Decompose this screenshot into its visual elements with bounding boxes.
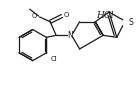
Text: Cl: Cl xyxy=(50,56,57,62)
Text: O: O xyxy=(32,13,38,19)
Text: HCl: HCl xyxy=(96,11,114,20)
Text: O: O xyxy=(64,12,69,18)
Text: S: S xyxy=(129,18,133,27)
Text: N: N xyxy=(67,31,73,40)
